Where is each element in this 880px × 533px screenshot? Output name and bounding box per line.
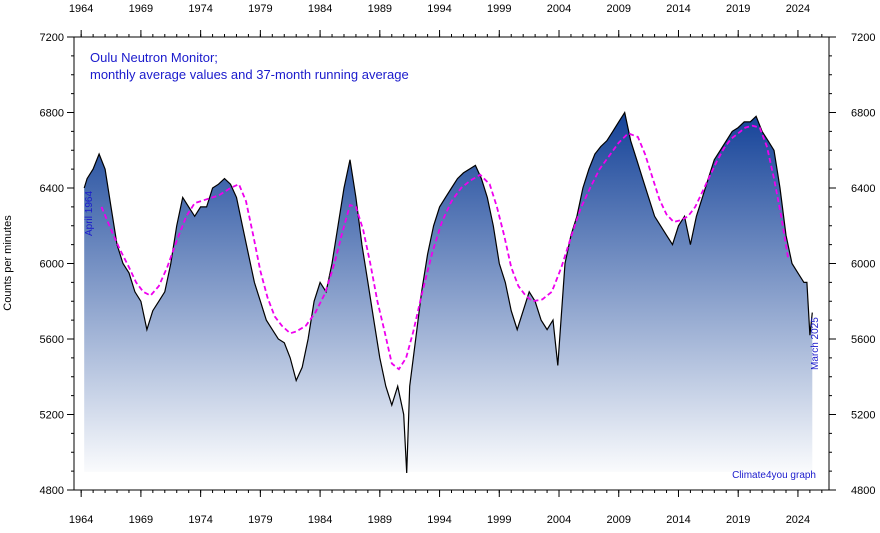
x-tick-label-bottom: 1984 bbox=[308, 514, 332, 526]
y-tick-label-right: 6400 bbox=[851, 183, 875, 195]
x-tick-label-top: 2019 bbox=[726, 3, 750, 15]
monthly-values-line bbox=[83, 110, 813, 474]
axes-layer: 1964 1964 1969 1969 1974 1974 1979 1979 1984 1984… bbox=[40, 3, 876, 526]
x-tick-label-top: 1999 bbox=[487, 3, 511, 15]
x-tick-label-bottom: 1969 bbox=[129, 514, 153, 526]
x-tick-label-bottom: 1974 bbox=[188, 514, 212, 526]
y-tick-label-left: 6000 bbox=[40, 259, 64, 271]
y-tick-label-left: 6800 bbox=[40, 108, 64, 120]
credit-label: Climate4you graph bbox=[732, 470, 816, 481]
x-tick-label-bottom: 1964 bbox=[69, 514, 93, 526]
x-tick-label-top: 1994 bbox=[427, 3, 451, 15]
x-tick-label-top: 2009 bbox=[607, 3, 631, 15]
x-tick-label-top: 1964 bbox=[69, 3, 93, 15]
monthly-area-fill bbox=[84, 112, 813, 473]
x-tick-label-bottom: 2019 bbox=[726, 514, 750, 526]
x-tick-label-bottom: 1994 bbox=[427, 514, 451, 526]
x-tick-label-bottom: 1989 bbox=[368, 514, 392, 526]
chart-title-line2: monthly average values and 37-month runn… bbox=[90, 67, 409, 82]
x-tick-label-top: 1974 bbox=[188, 3, 212, 15]
end-date-label: March 2025 bbox=[810, 317, 821, 370]
y-tick-label-left: 5600 bbox=[40, 334, 64, 346]
x-tick-label-bottom: 2009 bbox=[607, 514, 631, 526]
y-tick-label-left: 4800 bbox=[40, 485, 64, 497]
x-tick-label-bottom: 1999 bbox=[487, 514, 511, 526]
y-tick-label-left: 7200 bbox=[40, 32, 64, 44]
y-tick-label-right: 6000 bbox=[851, 259, 875, 271]
y-tick-label-left: 5200 bbox=[40, 410, 64, 422]
x-tick-label-top: 2014 bbox=[666, 3, 690, 15]
running-average-line bbox=[100, 124, 790, 371]
y-tick-label-right: 6800 bbox=[851, 108, 875, 120]
x-tick-label-top: 1979 bbox=[248, 3, 272, 15]
x-tick-label-bottom: 2004 bbox=[547, 514, 571, 526]
y-tick-label-right: 4800 bbox=[851, 485, 875, 497]
x-tick-label-top: 2024 bbox=[786, 3, 810, 15]
chart-title-line1: Oulu Neutron Monitor; bbox=[90, 50, 218, 65]
start-date-label: April 1964 bbox=[84, 191, 95, 236]
y-tick-label-right: 5600 bbox=[851, 334, 875, 346]
x-tick-label-bottom: 2014 bbox=[666, 514, 690, 526]
x-tick-label-top: 2004 bbox=[547, 3, 571, 15]
y-tick-label-right: 7200 bbox=[851, 32, 875, 44]
x-tick-label-top: 1989 bbox=[368, 3, 392, 15]
plot-layer bbox=[83, 110, 813, 474]
x-tick-label-bottom: 1979 bbox=[248, 514, 272, 526]
x-tick-label-top: 1969 bbox=[129, 3, 153, 15]
y-tick-label-left: 6400 bbox=[40, 183, 64, 195]
y-axis-label: Counts per minutes bbox=[2, 215, 14, 311]
x-tick-label-top: 1984 bbox=[308, 3, 332, 15]
y-tick-label-right: 5200 bbox=[851, 410, 875, 422]
x-tick-label-bottom: 2024 bbox=[786, 514, 810, 526]
